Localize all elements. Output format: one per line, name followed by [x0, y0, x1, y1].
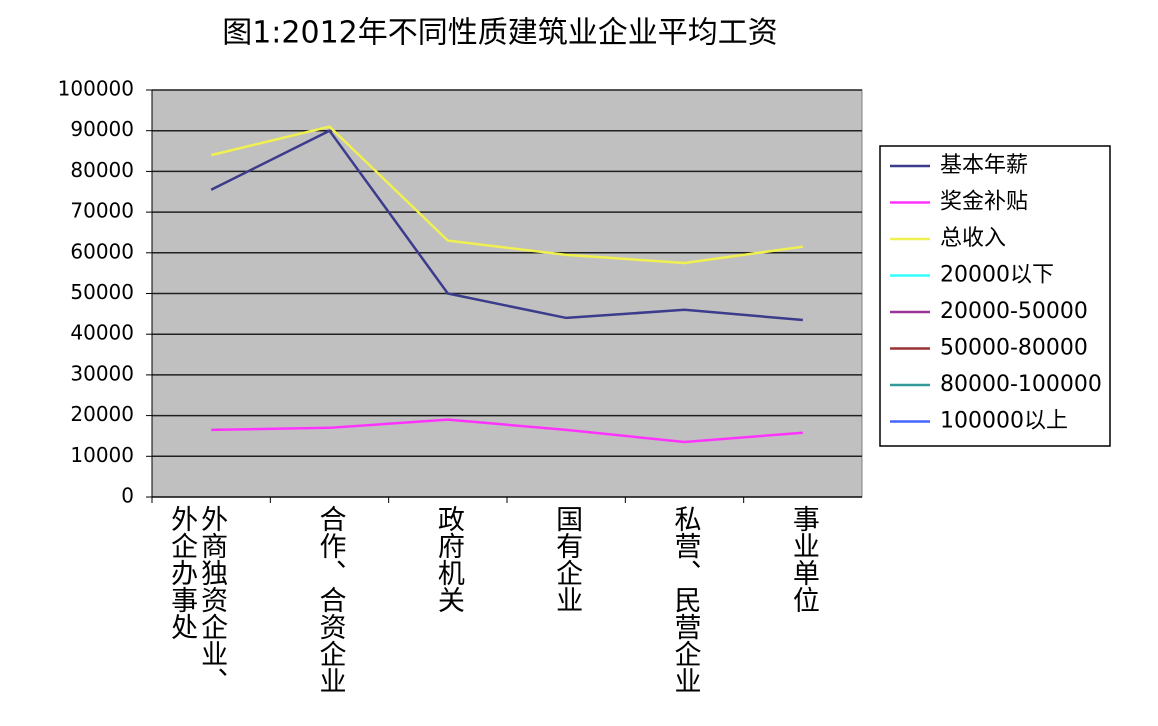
chart-title: 图1:2012年不同性质建筑业企业平均工资 — [222, 16, 778, 51]
legend-label: 100000以上 — [940, 409, 1068, 434]
legend-label: 总收入 — [940, 226, 1006, 251]
legend-label: 20000以下 — [940, 263, 1054, 288]
legend-label: 50000-80000 — [940, 336, 1088, 361]
x-tick-label: 私营、民营企业 — [669, 505, 701, 694]
y-tick-label: 10000 — [70, 443, 134, 467]
legend-label: 20000-50000 — [940, 299, 1088, 324]
y-tick-label: 80000 — [70, 158, 134, 182]
y-tick-label: 60000 — [70, 239, 134, 263]
y-tick-label: 70000 — [70, 199, 134, 223]
y-tick-label: 50000 — [70, 280, 134, 304]
series-line — [210, 125, 804, 265]
legend-label: 80000-100000 — [940, 372, 1102, 397]
series-line — [210, 129, 803, 322]
legend-box — [879, 145, 1111, 447]
x-tick-label: 外商独资企业、外企办事处 — [166, 505, 228, 694]
y-tick-label: 20000 — [70, 402, 134, 426]
x-tick-label: 事业单位 — [787, 505, 819, 613]
x-tick-label: 国有企业 — [551, 505, 583, 613]
legend-label: 基本年薪 — [940, 153, 1028, 178]
y-tick-label: 30000 — [70, 361, 134, 385]
x-tick-label: 合作、合资企业 — [314, 505, 346, 694]
y-tick-label: 0 — [121, 484, 134, 508]
legend-label: 奖金补贴 — [940, 190, 1028, 215]
y-tick-label: 90000 — [70, 117, 134, 141]
y-tick-label: 100000 — [58, 77, 134, 101]
series-line — [211, 418, 803, 444]
y-tick-label: 40000 — [70, 321, 134, 345]
x-tick-label: 政府机关 — [432, 505, 464, 613]
